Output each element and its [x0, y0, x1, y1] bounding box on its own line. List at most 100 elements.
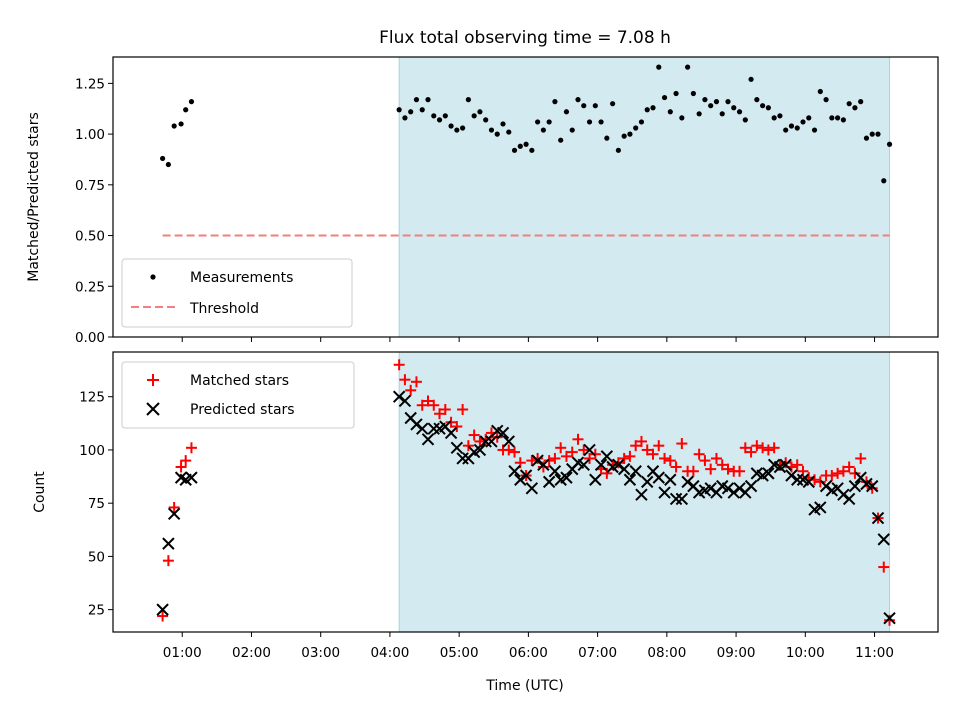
predicted-star-point: [600, 450, 614, 463]
x-tick-label: 01:00: [163, 645, 202, 661]
predicted-star-mark-b: [848, 479, 862, 493]
measurement-point: [650, 105, 656, 111]
predicted-star-point: [479, 435, 492, 448]
matched-star-point: [180, 455, 192, 467]
matched-star-point: [168, 501, 180, 513]
predicted-star-mark-b: [537, 458, 550, 472]
predicted-star-mark-b: [641, 475, 654, 489]
measurement-point: [708, 103, 714, 109]
predicted-star-point: [542, 475, 556, 489]
measurement-point: [742, 117, 748, 123]
predicted-star-mark-b: [675, 492, 689, 506]
matched-star-point: [549, 452, 561, 464]
predicted-star-mark-b: [416, 422, 429, 435]
predicted-star-point: [392, 390, 406, 403]
predicted-star-mark-b: [704, 482, 717, 495]
measurement-point: [765, 105, 771, 111]
predicted-star-point: [623, 473, 637, 486]
predicted-star-point: [733, 482, 746, 495]
predicted-star-point: [802, 475, 815, 489]
measurement-point: [165, 161, 171, 168]
measurement-point: [563, 109, 570, 115]
predicted-star-mark-b: [156, 603, 169, 616]
predicted-star-mark-b: [392, 390, 406, 403]
measurement-point: [160, 155, 166, 162]
x-tick-label: 06:00: [509, 645, 548, 661]
predicted-star-mark-b: [629, 465, 642, 478]
matched-star-point: [699, 455, 711, 467]
matched-star-point: [676, 438, 688, 450]
measurement-point: [811, 127, 818, 133]
matched-star-point: [405, 384, 417, 396]
measurement-point: [425, 97, 431, 103]
matched-star-point: [157, 610, 169, 622]
predicted-star-mark-b: [883, 611, 896, 625]
matched-star-point: [630, 440, 642, 452]
measurement-point: [586, 119, 593, 125]
measurement-point: [858, 99, 864, 105]
matched-star-point: [468, 429, 480, 441]
matched-star-point: [687, 465, 699, 477]
matched-star-point: [757, 442, 769, 454]
measurement-point: [788, 123, 795, 129]
legend-label-threshold: Threshold: [189, 301, 259, 317]
predicted-star-mark-b: [767, 458, 781, 472]
matched-star-point: [162, 555, 174, 567]
measurement-point: [535, 119, 541, 125]
matched-star-point: [768, 442, 780, 454]
matched-star-point: [659, 452, 671, 464]
predicted-star-mark-b: [531, 454, 544, 467]
count-y-ticks: 25 50 75 100 125: [79, 390, 113, 619]
measurement-point: [552, 99, 558, 105]
matched-star-point: [422, 395, 434, 407]
predicted-star-mark-b: [456, 452, 469, 465]
predicted-star-mark-b: [174, 471, 188, 484]
measurement-point: [661, 94, 668, 101]
predicted-star-mark-b: [583, 443, 596, 457]
measurement-points: [160, 64, 893, 184]
predicted-star-point: [421, 433, 435, 446]
predicted-star-point: [427, 422, 440, 435]
predicted-star-point: [577, 458, 590, 472]
predicted-star-point: [762, 467, 775, 480]
measurement-point: [500, 121, 506, 127]
predicted-star-mark-b: [571, 456, 585, 469]
predicted-star-mark-b: [491, 424, 504, 437]
measurement-point: [754, 97, 760, 103]
predicted-star-point: [537, 458, 550, 472]
predicted-star-point: [842, 492, 856, 506]
measurement-point: [471, 113, 477, 119]
matched-star-point: [716, 459, 728, 471]
measurement-point: [546, 119, 552, 125]
predicted-star-point: [589, 473, 602, 486]
matched-star-point: [710, 452, 722, 464]
matched-star-point: [509, 446, 521, 458]
predicted-star-point: [883, 611, 896, 625]
predicted-star-mark-b: [421, 433, 435, 446]
matched-star-point: [555, 442, 567, 454]
matched-star-point: [837, 465, 849, 477]
legend-marker-matched: [147, 374, 159, 386]
predicted-star-mark-b: [635, 488, 648, 501]
predicted-star-mark-b: [398, 394, 412, 408]
matched-star-point: [537, 461, 549, 473]
predicted-star-mark-b: [589, 473, 602, 486]
measurement-point: [627, 131, 633, 137]
predicted-star-mark-b: [733, 482, 746, 495]
ratio-x-ticks: [181, 337, 876, 342]
predicted-star-point: [473, 443, 487, 457]
matched-star-point: [410, 376, 422, 388]
matched-star-point: [474, 435, 486, 447]
matched-star-point: [589, 448, 601, 460]
legend-label-predicted: Predicted stars: [190, 402, 295, 418]
predicted-star-point: [727, 486, 740, 499]
measurement-point: [846, 101, 852, 107]
matched-star-point: [814, 476, 826, 488]
matched-star-point: [503, 444, 515, 456]
matched-star-point: [849, 467, 861, 479]
predicted-star-mark-b: [450, 441, 464, 455]
predicted-star-mark-b: [814, 501, 827, 514]
predicted-star-point: [416, 422, 429, 435]
predicted-star-mark-b: [716, 479, 729, 493]
count-y-tick-label: 25: [88, 603, 105, 619]
